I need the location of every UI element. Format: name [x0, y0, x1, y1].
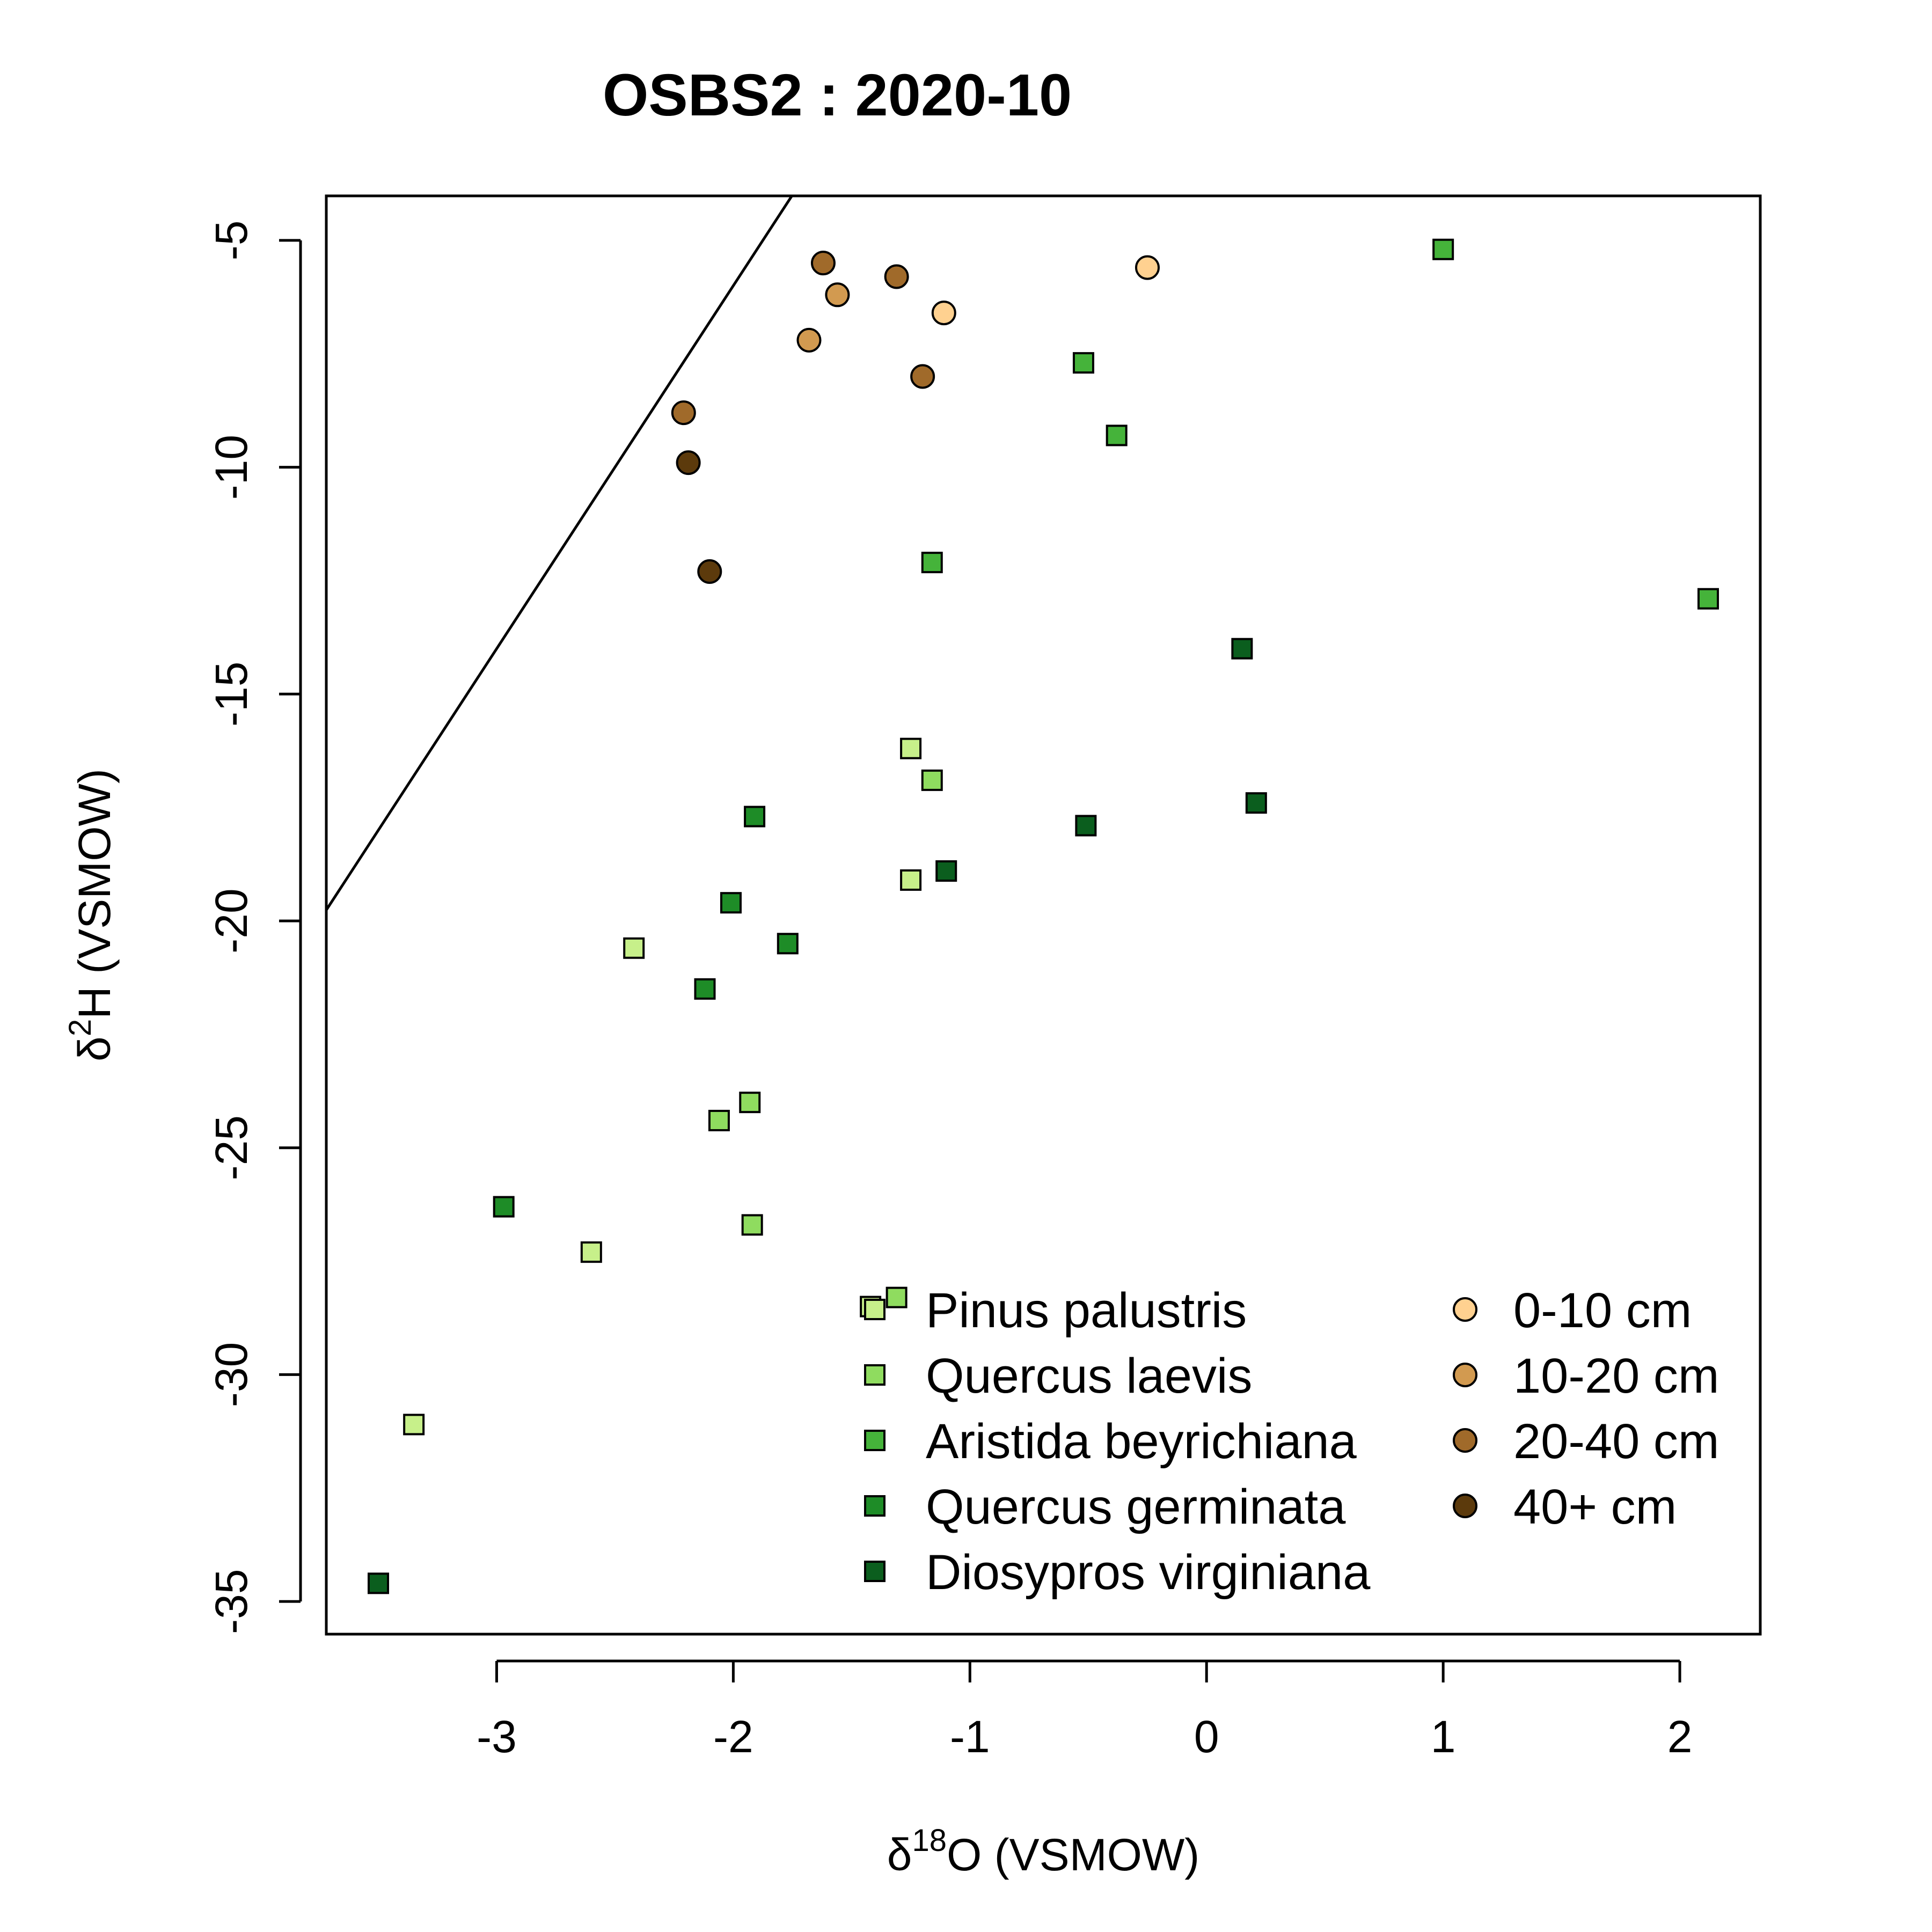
- data-point: [493, 1196, 515, 1218]
- data-point: [741, 1214, 763, 1236]
- legend-swatch: [1453, 1428, 1477, 1453]
- data-point: [368, 1572, 390, 1594]
- reference-line: [326, 196, 794, 911]
- y-tick-label: -10: [206, 435, 257, 500]
- x-tick-label: 0: [1194, 1711, 1219, 1762]
- data-point: [403, 1414, 425, 1436]
- data-point: [931, 301, 956, 326]
- plot-frame: [325, 194, 1762, 1636]
- legend-swatch: [864, 1561, 885, 1582]
- data-point: [1697, 588, 1719, 610]
- y-tick-label: -30: [206, 1342, 257, 1407]
- data-point: [623, 937, 645, 959]
- legend-label: 40+ cm: [1513, 1480, 1677, 1534]
- data-point: [744, 806, 766, 828]
- data-point: [884, 264, 909, 289]
- legend: Pinus palustris Quercus laevis Aristida be…: [864, 1283, 1719, 1600]
- y-tick-label: -35: [206, 1569, 257, 1634]
- legend-swatch: [1453, 1297, 1477, 1322]
- y-tick-label: -25: [206, 1115, 257, 1180]
- x-axis: -3 -2 -1 0 1 2: [477, 1659, 1693, 1762]
- x-tick-label: -3: [477, 1711, 517, 1762]
- legend-label: Aristida beyrichiana: [926, 1414, 1357, 1469]
- y-tick-label: -20: [206, 888, 257, 953]
- legend-label: 10-20 cm: [1513, 1349, 1719, 1403]
- legend-label: 0-10 cm: [1513, 1283, 1692, 1338]
- data-point: [671, 400, 696, 426]
- data-point: [580, 1241, 602, 1263]
- data-point: [694, 978, 716, 1000]
- x-tick-label: -1: [950, 1711, 990, 1762]
- legend-label: Quercus germinata: [926, 1480, 1346, 1534]
- x-tick-label: -2: [713, 1711, 753, 1762]
- x-axis-label: δ18O (VSMOW): [887, 1823, 1200, 1880]
- data-point: [720, 892, 742, 914]
- data-point: [1231, 638, 1253, 660]
- x-tick-label: 1: [1431, 1711, 1456, 1762]
- data-point: [1432, 238, 1454, 260]
- data-point: [900, 737, 922, 759]
- data-point: [1075, 815, 1097, 837]
- data-point: [1072, 352, 1094, 374]
- legend-label: Diosypros virginiana: [926, 1545, 1371, 1600]
- legend-swatch: [864, 1430, 885, 1451]
- legend-label: 20-40 cm: [1513, 1414, 1719, 1469]
- x-tick-label: 2: [1667, 1711, 1693, 1762]
- data-point: [676, 450, 701, 475]
- y-tick-label: -15: [206, 662, 257, 727]
- chart-title: OSBS2 : 2020-10: [603, 62, 1072, 128]
- legend-swatch: [1453, 1494, 1477, 1518]
- data-point: [739, 1092, 761, 1114]
- data-point: [810, 251, 836, 276]
- data-point: [1135, 255, 1160, 280]
- data-point: [921, 552, 943, 574]
- legend-swatch: [864, 1495, 885, 1517]
- data-point: [910, 364, 935, 389]
- data-point: [796, 327, 822, 353]
- legend-swatch: [864, 1364, 885, 1386]
- data-point: [885, 1286, 908, 1308]
- legend-label: Pinus palustris: [926, 1283, 1247, 1338]
- y-tick-label: -5: [206, 221, 257, 261]
- data-point: [1245, 792, 1267, 814]
- legend-swatch: [864, 1299, 885, 1320]
- data-point: [935, 860, 957, 882]
- data-point: [708, 1109, 730, 1131]
- data-point: [1106, 425, 1128, 447]
- legend-swatch: [1453, 1363, 1477, 1387]
- y-axis: -35 -30 -25 -20 -15 -10 -5: [206, 221, 302, 1634]
- data-point: [825, 282, 850, 308]
- data-point: [900, 869, 922, 891]
- data-point: [697, 559, 722, 584]
- data-point: [921, 769, 943, 791]
- legend-label: Quercus laevis: [926, 1349, 1252, 1403]
- y-axis-label: δ2H (VSMOW): [63, 769, 120, 1062]
- data-point: [777, 933, 799, 955]
